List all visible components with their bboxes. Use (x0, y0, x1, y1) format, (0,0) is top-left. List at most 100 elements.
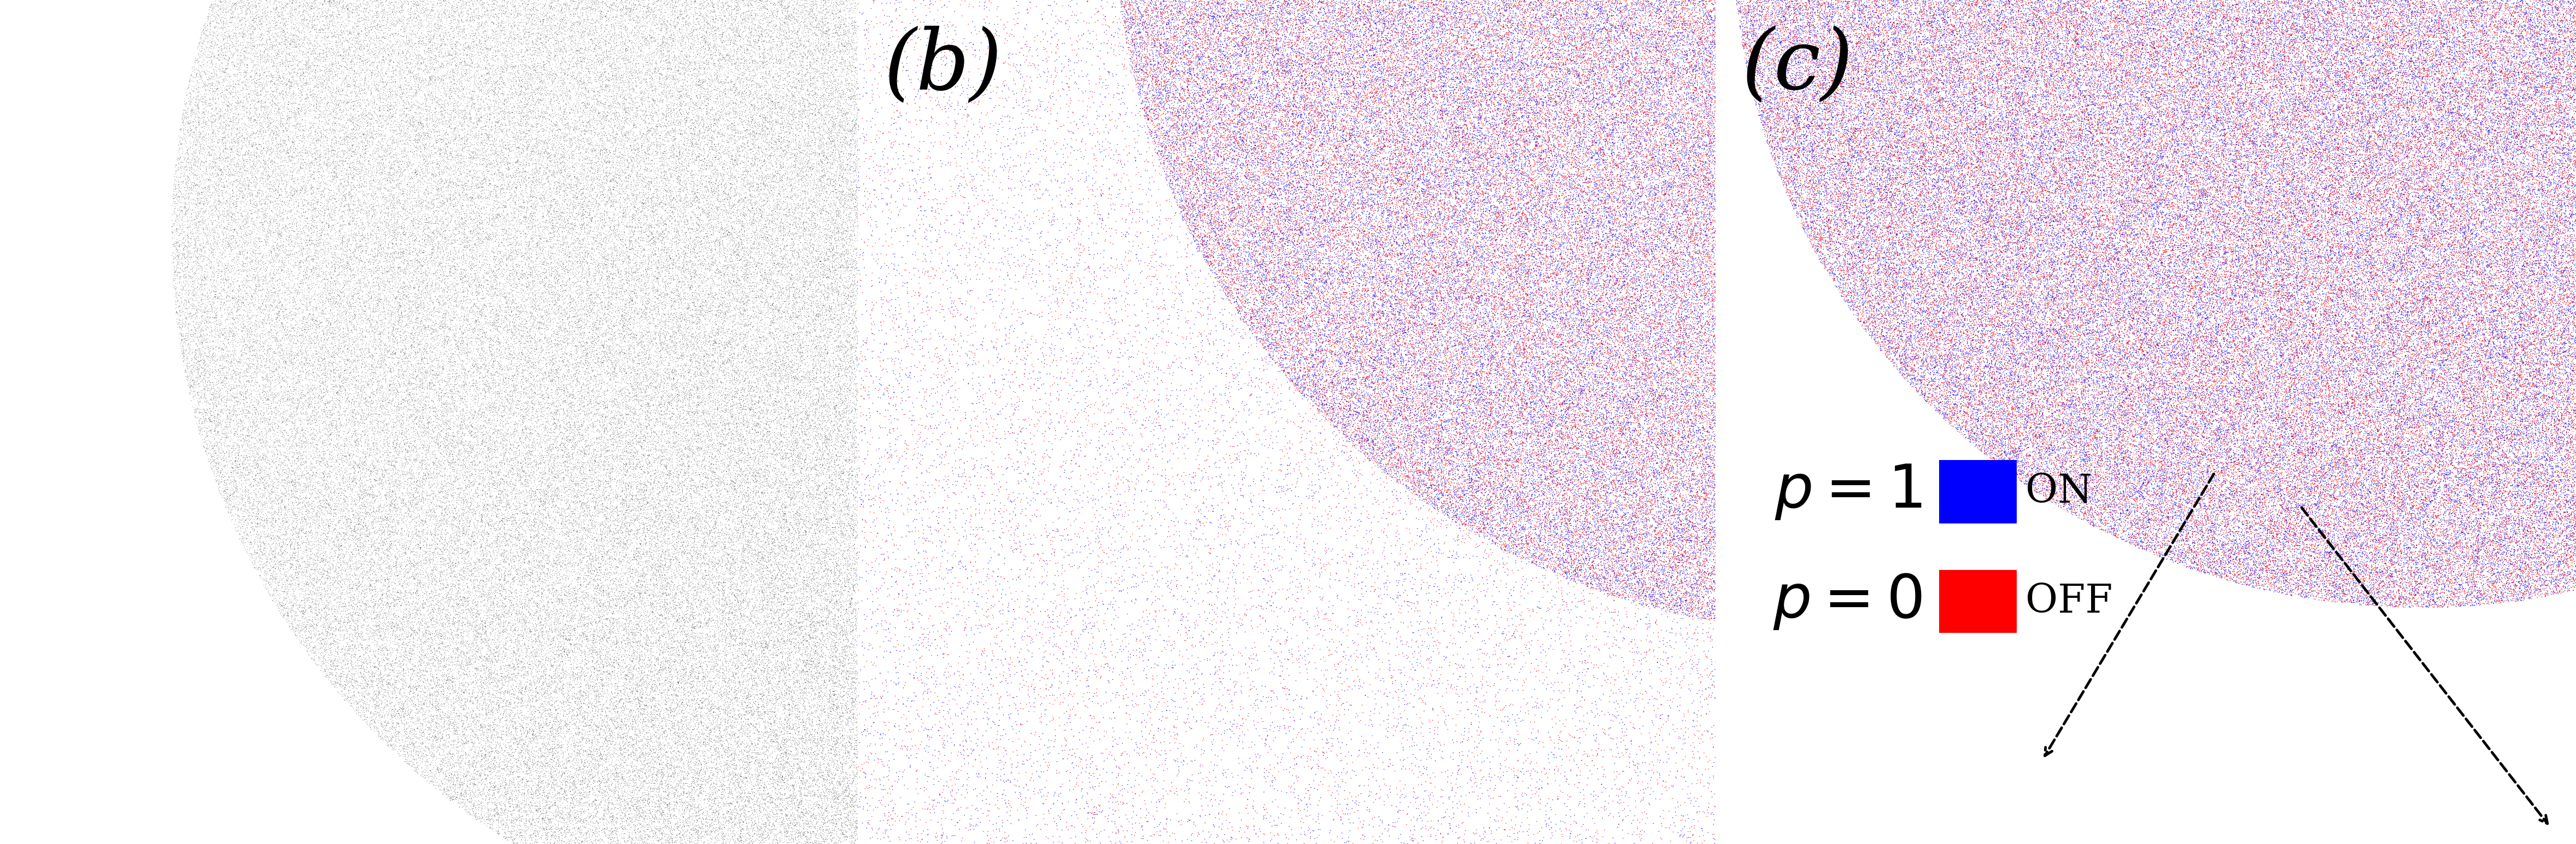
Point (726, 72, 768, 85)
Point (337, 338, 379, 351)
Point (2112, 279, 2154, 292)
Point (1448, 381, 1489, 394)
Point (1605, 274, 1646, 288)
Point (407, 733, 448, 747)
Point (2321, 76, 2362, 89)
Point (582, 62, 623, 76)
Point (1383, 426, 1425, 440)
Point (2347, 443, 2388, 457)
Point (641, 88, 683, 101)
Point (2177, 526, 2218, 539)
Point (2378, 264, 2419, 278)
Point (626, 58, 667, 72)
Point (675, 58, 716, 72)
Point (2318, 441, 2360, 454)
Point (1528, 397, 1569, 410)
Point (734, 528, 775, 542)
Point (1953, 380, 1994, 393)
Point (2079, 56, 2120, 69)
Point (1461, 514, 1502, 528)
Point (2221, 188, 2262, 202)
Point (1381, 753, 1422, 766)
Point (1296, 308, 1337, 322)
Point (667, 387, 708, 401)
Point (2257, 327, 2298, 340)
Point (2025, 66, 2066, 79)
Point (752, 343, 793, 356)
Point (1507, 454, 1548, 468)
Point (1687, 493, 1728, 506)
Point (415, 734, 456, 748)
Point (1556, 442, 1597, 456)
Point (899, 200, 940, 214)
Point (1383, 334, 1425, 348)
Point (2303, 344, 2344, 357)
Point (2169, 430, 2210, 443)
Point (554, 729, 595, 743)
Point (2195, 122, 2236, 135)
Point (1958, 55, 1999, 68)
Point (1461, 8, 1502, 22)
Point (1466, 11, 1507, 24)
Point (2277, 417, 2318, 430)
Point (551, 191, 592, 204)
Point (2478, 109, 2519, 122)
Point (1558, 319, 1600, 333)
Point (2303, 282, 2344, 295)
Point (492, 747, 533, 760)
Point (1674, 236, 1716, 250)
Point (1899, 180, 1940, 193)
Point (2316, 199, 2357, 213)
Point (307, 2, 348, 15)
Point (1832, 219, 1873, 232)
Point (1525, 251, 1566, 264)
Point (227, 271, 268, 284)
Point (2226, 134, 2267, 148)
Point (2308, 174, 2349, 187)
Point (567, 564, 608, 577)
Point (355, 249, 397, 262)
Point (2123, 246, 2164, 259)
Point (2331, 205, 2372, 219)
Point (1471, 276, 1512, 289)
Point (734, 657, 775, 670)
Point (2146, 208, 2187, 222)
Point (273, 173, 314, 187)
Point (2210, 214, 2251, 227)
Point (2102, 197, 2143, 211)
Point (2136, 201, 2177, 214)
Point (252, 121, 294, 134)
Point (1275, 59, 1316, 73)
Point (2200, 350, 2241, 364)
Point (1976, 70, 2017, 84)
Point (461, 61, 502, 74)
Point (2396, 435, 2437, 448)
Point (392, 496, 433, 510)
Point (1953, 118, 1994, 132)
Point (2362, 534, 2403, 548)
Point (289, 337, 330, 350)
Point (817, 85, 858, 99)
Point (734, 311, 775, 325)
Point (477, 183, 518, 197)
Point (613, 383, 654, 397)
Point (654, 600, 696, 614)
Point (1239, 283, 1280, 296)
Point (778, 674, 819, 687)
Point (502, 313, 544, 327)
Point (2264, 328, 2306, 342)
Point (466, 0, 507, 9)
Point (2499, 587, 2540, 601)
Point (1157, 178, 1198, 192)
Point (1680, 436, 1721, 449)
Point (2099, 503, 2141, 517)
Point (971, 169, 1012, 182)
Point (222, 489, 263, 502)
Point (219, 126, 260, 139)
Point (1674, 394, 1716, 408)
Point (1167, 269, 1208, 283)
Point (2002, 214, 2043, 227)
Point (2290, 489, 2331, 502)
Point (2437, 322, 2478, 335)
Point (953, 461, 994, 474)
